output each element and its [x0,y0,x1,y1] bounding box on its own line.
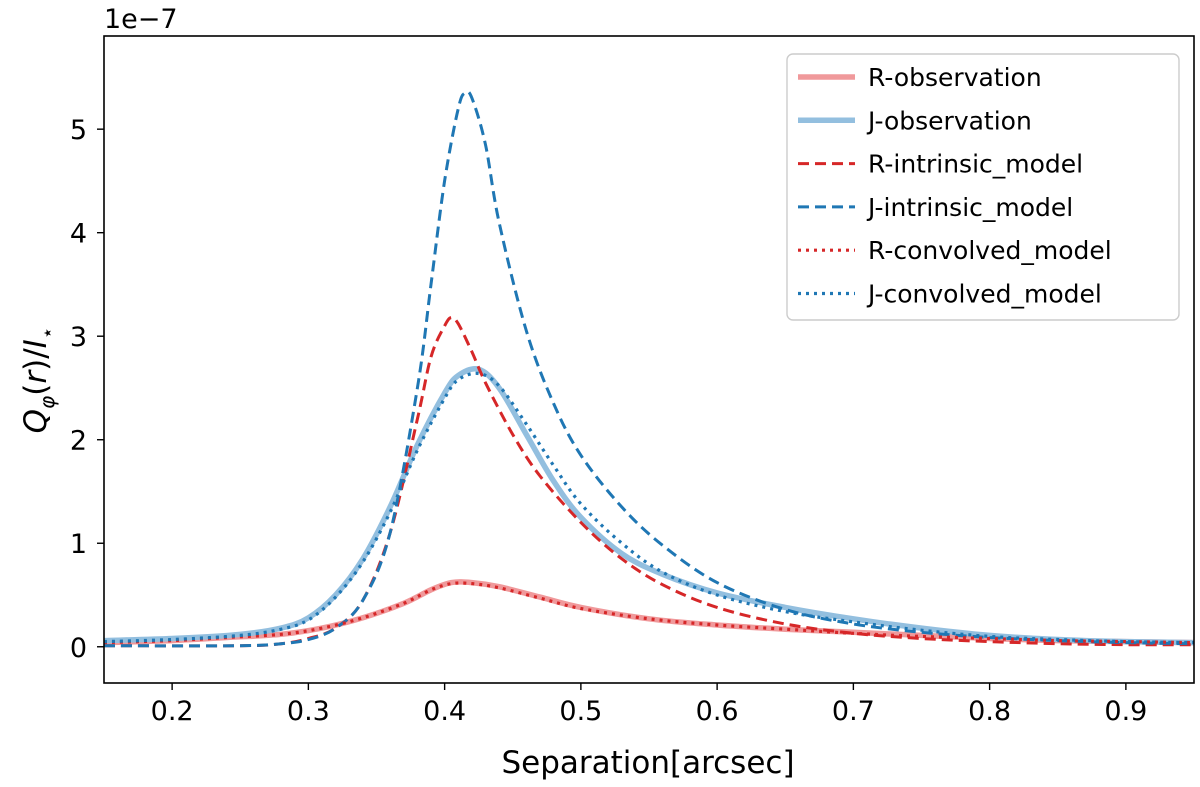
series-line-r-intrinsic-model [104,316,1194,648]
x-tick-label: 0.9 [1104,696,1147,727]
y-label-i: I [18,339,54,348]
y-tick-label: 4 [70,219,87,250]
x-axis-label: Separation[arcsec] [501,745,794,781]
x-tick-label: 0.6 [696,696,739,727]
y-tick-label: 3 [70,322,87,353]
x-tick-label: 0.8 [968,696,1011,727]
y-tick-label: 2 [70,426,87,457]
x-tick-label: 0.2 [151,696,194,727]
y-tick-label: 5 [70,115,87,146]
series-line-r-convolved-model [104,581,1194,645]
legend-label: J-intrinsic_model [866,193,1073,222]
y-offset-label: 1e−7 [104,4,178,35]
y-label-q: Q [18,409,54,433]
legend-label: J-observation [866,106,1032,135]
series-line-j-convolved-model [104,371,1194,645]
y-tick-label: 0 [70,633,87,664]
x-axis: 0.2 0.3 0.4 0.5 0.6 0.7 0.8 0.9 [151,683,1147,727]
series-line-j-observation [104,366,1194,646]
y-label-close: )/ [18,348,54,371]
y-label-r: r [18,369,54,384]
y-label-star: ⋆ [35,327,59,340]
x-tick-label: 0.5 [559,696,602,727]
legend-label: R-intrinsic_model [868,150,1083,179]
legend-label: J-convolved_model [866,280,1102,309]
legend: R-observation J-observation R-intrinsic_mo… [786,53,1180,321]
legend-label: R-convolved_model [868,236,1112,265]
y-label-phi: φ [35,396,59,409]
legend-frame [786,53,1180,321]
plot-frame [103,35,1195,684]
y-label-open: ( [18,384,54,396]
y-axis-label: Qφ(r)/I⋆ [18,327,59,434]
series-line-j-intrinsic-model [104,90,1194,648]
legend-label: R-observation [868,63,1042,92]
y-tick-label: 1 [70,529,87,560]
x-tick-label: 0.7 [832,696,875,727]
x-tick-label: 0.4 [423,696,466,727]
series-layer [104,90,1194,648]
y-axis: 0 1 2 3 4 5 [70,115,104,664]
x-tick-label: 0.3 [287,696,330,727]
